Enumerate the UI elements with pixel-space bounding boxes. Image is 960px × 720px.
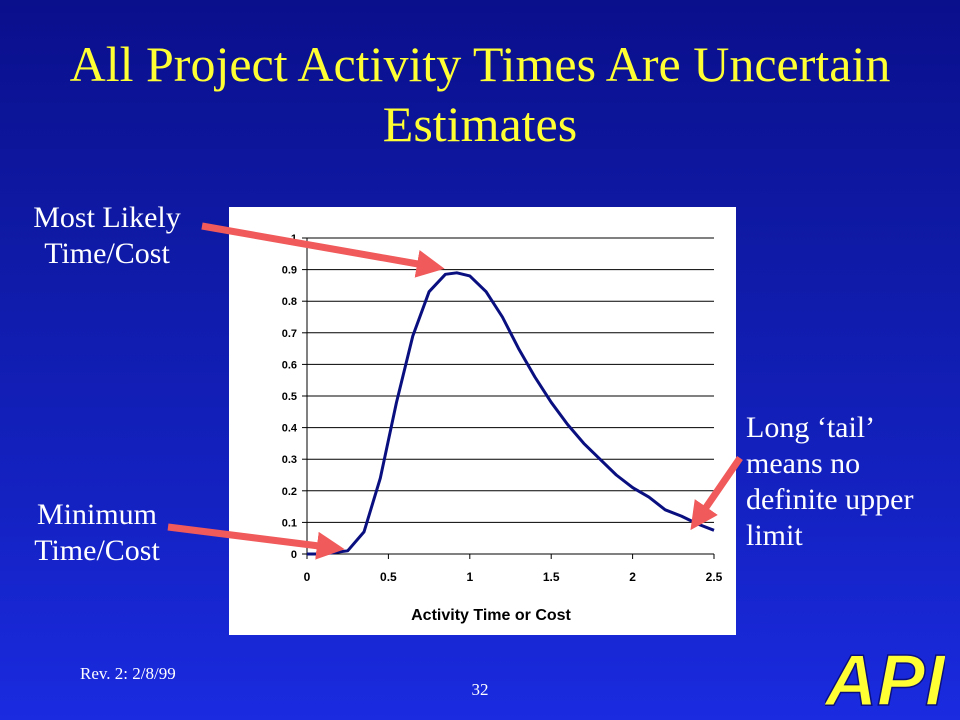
y-tick-label: 0.1 (282, 517, 297, 529)
series-line (307, 271, 715, 556)
y-tick-label: 1 (291, 233, 297, 245)
callout-most-likely: Most Likely Time/Cost (33, 201, 181, 270)
y-tick-labels: 0 0.1 0.2 0.3 0.4 0.5 0.6 0.7 0.8 0.9 1 (282, 233, 298, 561)
callout-long-tail: Long ‘tail’ means no definite upper limi… (746, 411, 914, 552)
y-tick-label: 0.8 (282, 296, 297, 308)
y-tick-label: 0 (291, 549, 297, 561)
page-number: 32 (471, 680, 489, 699)
x-axis-label: Activity Time or Cost (411, 607, 571, 624)
y-tick-label: 0.5 (282, 391, 297, 403)
callout-minimum: Minimum Time/Cost (34, 498, 160, 567)
chart-gridlines (307, 237, 714, 523)
chart-panel: 0 0.1 0.2 0.3 0.4 0.5 0.6 0.7 0.8 0.9 1 0 0.5 1 1.5 2 2… (229, 207, 736, 635)
x-tick-label: 1.5 (543, 570, 560, 584)
x-tick-label: 2 (629, 570, 636, 584)
y-tick-label: 0.4 (282, 423, 298, 435)
api-logo: API (825, 645, 945, 715)
x-tick-label: 0 (304, 570, 311, 584)
x-tick-label: 0.5 (380, 570, 397, 584)
y-tick-label: 0.7 (282, 328, 297, 340)
x-tick-label: 2.5 (706, 570, 723, 584)
x-tick-labels: 0 0.5 1 1.5 2 2.5 (304, 570, 723, 584)
line-chart: 0 0.1 0.2 0.3 0.4 0.5 0.6 0.7 0.8 0.9 1 0 0.5 1 1.5 2 2… (282, 233, 723, 624)
x-tick-label: 1 (466, 570, 473, 584)
slide-title: All Project Activity Times Are Uncertain… (69, 36, 891, 152)
logo-text: API (825, 645, 945, 715)
chart-axes (302, 237, 715, 559)
y-tick-label: 0.2 (282, 486, 297, 498)
revision-note: Rev. 2: 2/8/99 (80, 664, 176, 683)
y-tick-label: 0.9 (282, 265, 297, 277)
y-tick-label: 0.6 (282, 359, 297, 371)
y-tick-label: 0.3 (282, 454, 297, 466)
